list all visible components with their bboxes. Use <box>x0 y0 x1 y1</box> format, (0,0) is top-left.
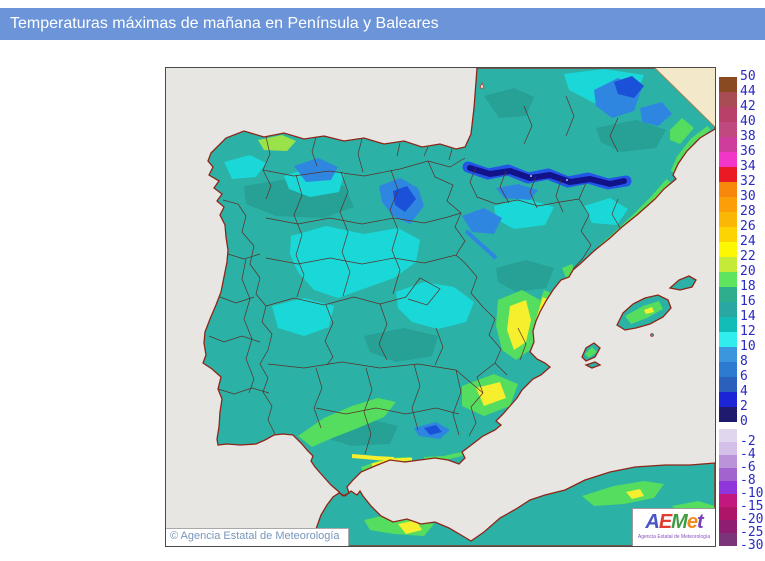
colorbar-segment <box>719 302 737 317</box>
colorbar-segment <box>719 242 737 257</box>
colorbar-label: 38 <box>740 129 756 144</box>
colorbar-label: 0 <box>740 414 748 429</box>
colorbar-segment <box>719 332 737 347</box>
colorbar-segment <box>719 257 737 272</box>
colorbar-label: 28 <box>740 204 756 219</box>
colorbar-segment <box>719 182 737 197</box>
colorbar-segment <box>719 167 737 182</box>
colorbar-segment <box>719 481 737 494</box>
colorbar-segment <box>719 494 737 507</box>
colorbar-label: 20 <box>740 264 756 279</box>
colorbar-label: 26 <box>740 219 756 234</box>
colorbar-label: 12 <box>740 324 756 339</box>
colorbar-segment <box>719 152 737 167</box>
page-title: Temperaturas máximas de mañana en Peníns… <box>10 15 439 32</box>
colorbar-label: 22 <box>740 249 756 264</box>
aemet-logo-letters: AEMet <box>633 509 715 535</box>
colorbar-segment <box>719 507 737 520</box>
logo-letter: E <box>658 511 672 533</box>
title-bar: Temperaturas máximas de mañana en Peníns… <box>0 8 765 40</box>
logo-letter: A <box>645 511 659 533</box>
colorbar-label: 6 <box>740 369 748 384</box>
colorbar-segment <box>719 212 737 227</box>
cabrera-island <box>650 333 654 337</box>
colorbar-label: -25 <box>740 525 764 540</box>
colorbar-label: 18 <box>740 279 756 294</box>
colorbar-label: 14 <box>740 309 756 324</box>
colorbar-segment <box>719 455 737 468</box>
colorbar-segment <box>719 392 737 407</box>
colorbar-label: 34 <box>740 159 756 174</box>
colorbar-label: -2 <box>740 434 756 449</box>
colorbar-label: 40 <box>740 114 756 129</box>
colorbar-label: 36 <box>740 144 756 159</box>
colorbar-segment <box>719 227 737 242</box>
colorbar-label: 44 <box>740 84 756 99</box>
colorbar-segment <box>719 377 737 392</box>
colorbar-segment <box>719 92 737 107</box>
colorbar-segment <box>719 272 737 287</box>
logo-letter: t <box>696 511 704 533</box>
colorbar-segment <box>719 362 737 377</box>
colorbar-segment <box>719 347 737 362</box>
colorbar-segment <box>719 77 737 92</box>
colorbar-segment <box>719 533 737 546</box>
colorbar-segment <box>719 122 737 137</box>
province-borders <box>208 95 621 455</box>
colorbar-label: 30 <box>740 189 756 204</box>
france-marker-icon <box>479 81 485 89</box>
weather-map-graphic <box>166 68 715 546</box>
colorbar-label: 16 <box>740 294 756 309</box>
colorbar-label: 32 <box>740 174 756 189</box>
aemet-logo: AEMet Agencia Estatal de Meteorología <box>632 508 715 546</box>
colorbar-label: -10 <box>740 486 764 501</box>
colorbar <box>719 77 737 546</box>
colorbar-label: -6 <box>740 460 756 475</box>
colorbar-segment <box>719 407 737 422</box>
colorbar-segment <box>719 317 737 332</box>
colorbar-label: 2 <box>740 399 748 414</box>
colorbar-label: 42 <box>740 99 756 114</box>
colorbar-label: 50 <box>740 69 756 84</box>
colorbar-segment <box>719 197 737 212</box>
logo-letter: e <box>686 511 698 533</box>
colorbar-label: -20 <box>740 512 764 527</box>
weather-map: © Agencia Estatal de Meteorología AEMet … <box>165 67 716 547</box>
aemet-logo-subtitle: Agencia Estatal de Meteorología <box>637 534 711 540</box>
colorbar-segment <box>719 429 737 442</box>
logo-letter: M <box>671 511 688 533</box>
domain-edge-line <box>654 68 715 128</box>
colorbar-label: -15 <box>740 499 764 514</box>
colorbar-label: -4 <box>740 447 756 462</box>
copyright-box: © Agencia Estatal de Meteorología <box>166 528 349 546</box>
colorbar-segment <box>719 468 737 481</box>
colorbar-label: 24 <box>740 234 756 249</box>
temperature-patches <box>224 69 715 536</box>
colorbar-label: 4 <box>740 384 748 399</box>
colorbar-label: -30 <box>740 538 764 553</box>
colorbar-segment <box>719 137 737 152</box>
colorbar-label: -8 <box>740 473 756 488</box>
colorbar-segment <box>719 107 737 122</box>
colorbar-segment <box>719 287 737 302</box>
colorbar-label: 8 <box>740 354 748 369</box>
copyright-text: © Agencia Estatal de Meteorología <box>170 530 340 542</box>
colorbar-segment <box>719 442 737 455</box>
colorbar-segment <box>719 520 737 533</box>
colorbar-label: 10 <box>740 339 756 354</box>
